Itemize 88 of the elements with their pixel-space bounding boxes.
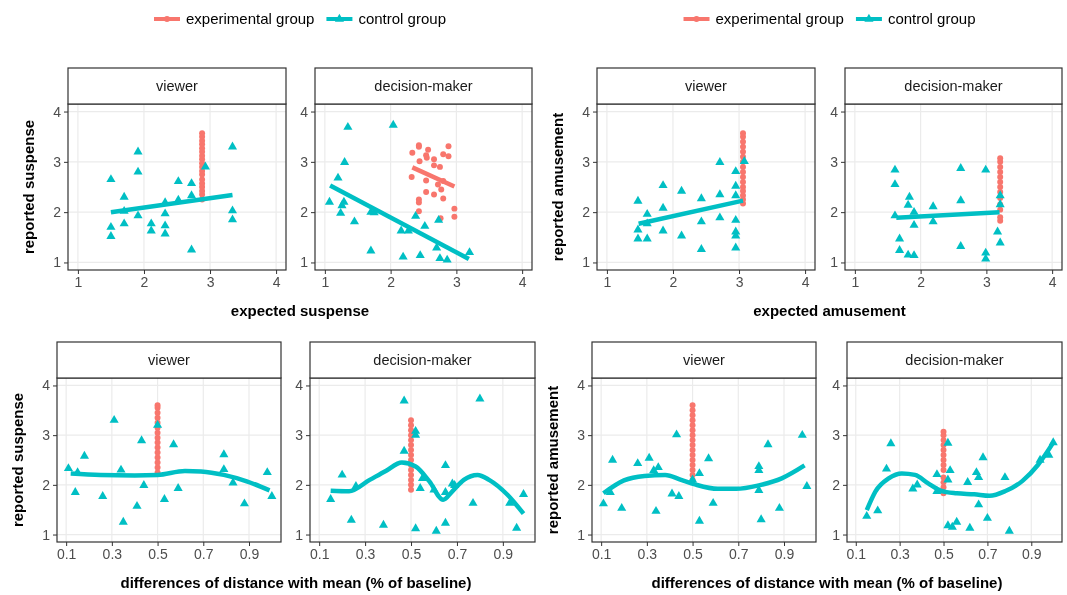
chart-title: decision-maker (904, 78, 1003, 94)
y-tick-label: 3 (577, 427, 586, 444)
x-tick-label: 1 (603, 273, 612, 290)
y-axis-title: reported suspense (20, 119, 37, 255)
y-tick-label: 1 (582, 254, 591, 271)
x-axis-title: expected suspense (230, 302, 370, 319)
x-tick-label: 0.1 (56, 545, 77, 562)
y-tick-label: 4 (53, 103, 62, 120)
x-tick-label: 4 (272, 273, 281, 290)
x-tick-label: 1 (74, 273, 83, 290)
x-tick-label: 3 (982, 273, 991, 290)
x-tick-label: 0.3 (102, 545, 123, 562)
y-tick-label: 2 (295, 476, 304, 493)
chart-title: viewer (156, 78, 199, 94)
y-axis-title: reported suspense (9, 392, 26, 528)
y-tick-label: 2 (582, 204, 591, 221)
y-tick-label: 1 (577, 526, 586, 543)
y-tick-label: 4 (830, 103, 839, 120)
x-tick-label: 0.1 (591, 545, 612, 562)
x-tick-label: 0.5 (148, 545, 169, 562)
x-tick-label: 0.9 (1022, 545, 1042, 562)
x-axis-title: differences of distance with mean (% of baseline) (651, 574, 1003, 591)
y-tick-label: 2 (300, 204, 309, 221)
y-tick-label: 4 (295, 377, 304, 394)
x-axis-title: expected amusement (753, 302, 906, 319)
legend-label: control group (887, 10, 976, 27)
x-tick-label: 3 (206, 273, 215, 290)
x-tick-label: 3 (735, 273, 744, 290)
y-tick-label: 1 (42, 526, 51, 543)
x-tick-label: 3 (452, 273, 461, 290)
y-tick-label: 2 (832, 476, 841, 493)
x-tick-label: 0.1 (846, 545, 867, 562)
y-tick-label: 3 (832, 427, 841, 444)
y-axis-title: reported amusement (544, 385, 561, 535)
y-tick-label: 1 (295, 526, 304, 543)
x-tick-label: 0.7 (729, 545, 749, 562)
y-tick-label: 1 (830, 254, 839, 271)
y-tick-label: 4 (42, 377, 51, 394)
y-axis-title: reported amusement (549, 112, 566, 262)
chart-title: decision-maker (373, 352, 472, 368)
y-tick-label: 3 (582, 153, 591, 170)
y-tick-label: 3 (300, 153, 309, 170)
x-tick-label: 2 (917, 273, 926, 290)
y-tick-label: 2 (830, 204, 839, 221)
y-tick-label: 4 (300, 103, 309, 120)
x-tick-label: 4 (518, 273, 527, 290)
x-tick-label: 0.3 (355, 545, 376, 562)
x-tick-label: 1 (851, 273, 860, 290)
x-tick-label: 0.5 (934, 545, 954, 562)
y-tick-label: 1 (832, 526, 841, 543)
y-tick-label: 1 (53, 254, 62, 271)
x-tick-label: 0.5 (683, 545, 704, 562)
legend-label: experimental group (186, 10, 315, 27)
legend-label: control group (358, 10, 446, 27)
x-tick-label: 4 (801, 273, 810, 290)
x-tick-label: 0.9 (493, 545, 514, 562)
x-tick-label: 0.7 (447, 545, 468, 562)
x-tick-label: 2 (140, 273, 149, 290)
y-tick-label: 2 (42, 476, 51, 493)
legend-label: experimental group (715, 10, 844, 27)
chart-title: viewer (683, 352, 726, 368)
chart-title: decision-maker (374, 78, 473, 94)
y-tick-label: 2 (53, 204, 62, 221)
x-tick-label: 0.9 (239, 545, 260, 562)
chart-title: viewer (148, 352, 191, 368)
x-tick-label: 0.3 (637, 545, 658, 562)
x-tick-label: 0.3 (890, 545, 911, 562)
x-tick-label: 0.7 (194, 545, 214, 562)
x-tick-label: 0.1 (309, 545, 330, 562)
y-tick-label: 4 (582, 103, 591, 120)
chart-title: decision-maker (905, 352, 1004, 368)
x-tick-label: 4 (1048, 273, 1057, 290)
y-tick-label: 3 (295, 427, 304, 444)
x-tick-label: 0.9 (774, 545, 795, 562)
x-tick-label: 2 (669, 273, 678, 290)
x-tick-label: 0.5 (401, 545, 422, 562)
y-tick-label: 4 (577, 377, 586, 394)
x-tick-label: 2 (387, 273, 396, 290)
y-tick-label: 3 (42, 427, 51, 444)
x-axis-title: differences of distance with mean (% of baseline) (120, 574, 472, 591)
y-tick-label: 2 (577, 476, 586, 493)
x-tick-label: 0.7 (978, 545, 998, 562)
y-tick-label: 3 (53, 153, 62, 170)
y-tick-label: 4 (832, 377, 841, 394)
x-tick-label: 1 (321, 273, 330, 290)
chart-title: viewer (685, 78, 728, 94)
y-tick-label: 3 (830, 153, 839, 170)
y-tick-label: 1 (300, 254, 309, 271)
